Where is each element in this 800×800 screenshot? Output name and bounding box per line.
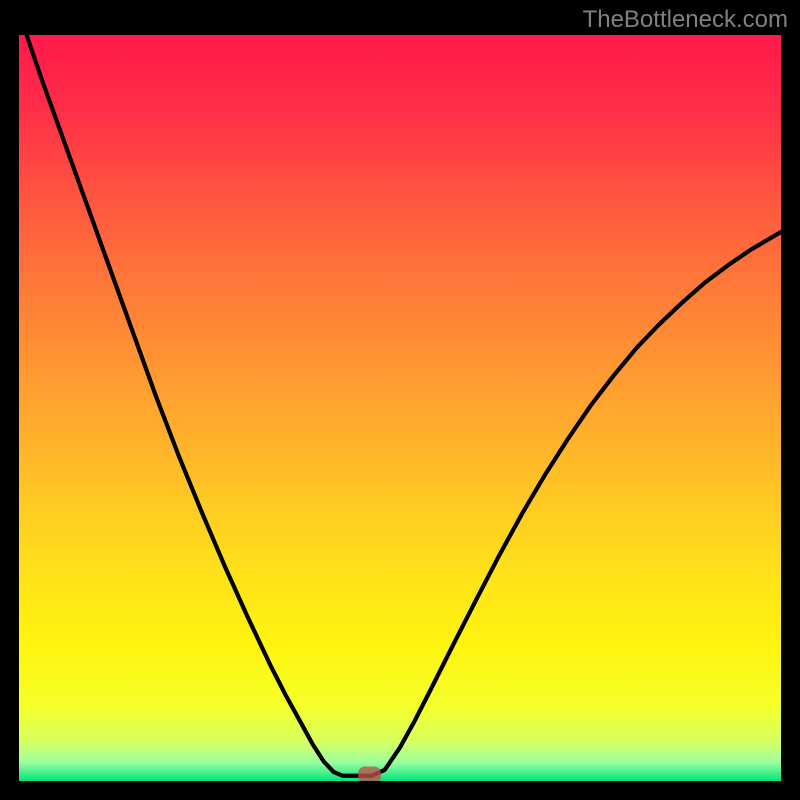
bottleneck-chart — [0, 0, 800, 800]
chart-marker — [358, 766, 381, 782]
plot-gradient-background — [19, 35, 781, 781]
watermark-text: TheBottleneck.com — [583, 6, 788, 34]
chart-stage: TheBottleneck.com — [0, 0, 800, 800]
